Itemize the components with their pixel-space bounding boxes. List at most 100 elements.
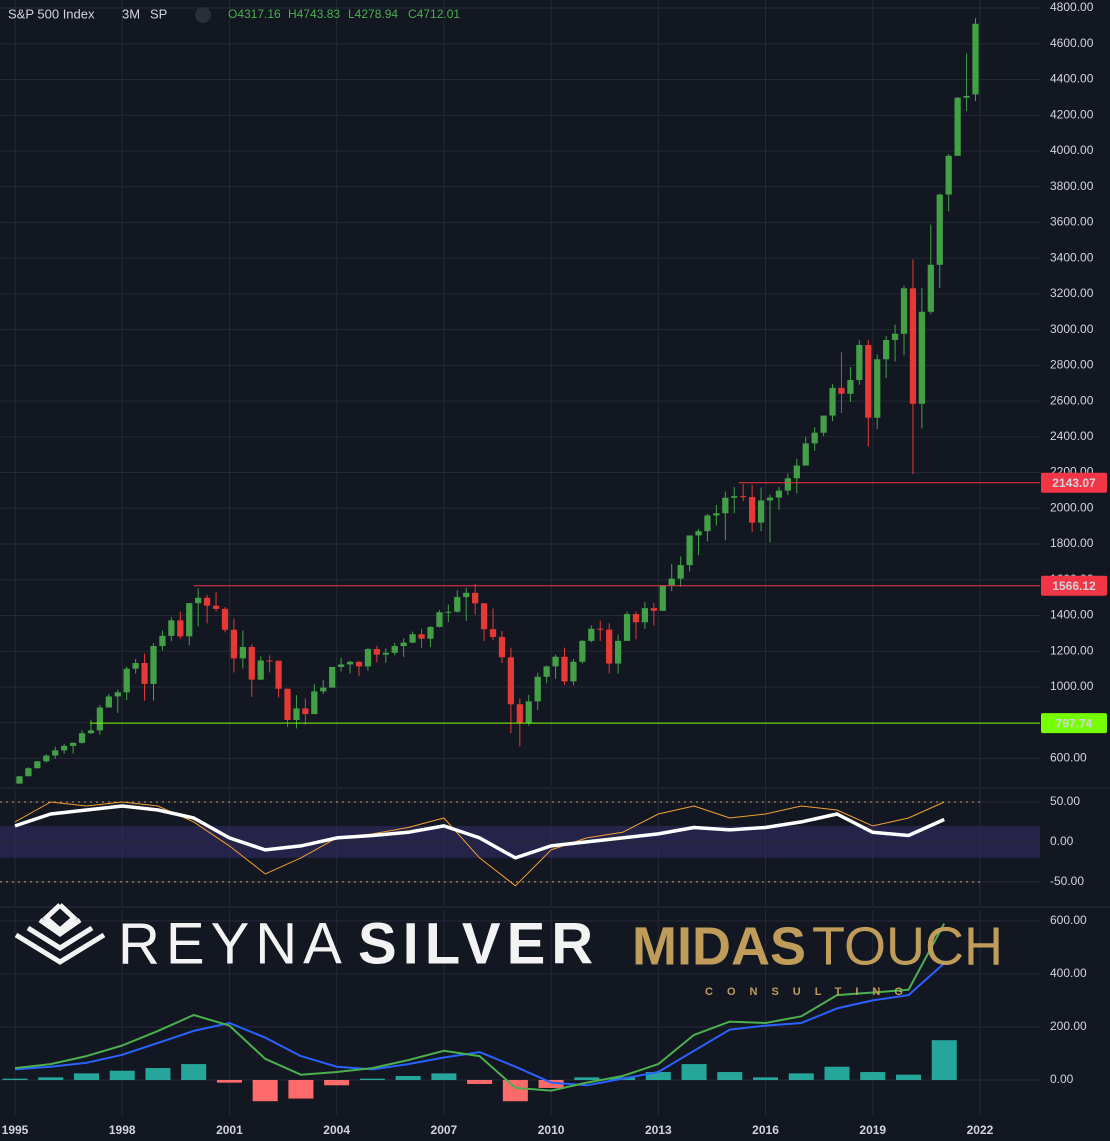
y-tick-label: 4000.00 xyxy=(1050,143,1094,157)
histogram-bar xyxy=(2,1078,28,1080)
y-tick-label: -50.00 xyxy=(1050,874,1084,888)
grid xyxy=(0,0,1040,1115)
logo-icon xyxy=(14,903,106,965)
y-tick-label: 4400.00 xyxy=(1050,72,1094,86)
marks xyxy=(2,18,1040,1102)
candle-body xyxy=(436,612,443,627)
candle-body xyxy=(364,649,372,667)
candle-body xyxy=(632,614,640,623)
candle-body xyxy=(355,661,363,667)
candle-body xyxy=(722,497,729,514)
candle-body xyxy=(507,657,515,705)
series-line xyxy=(14,962,945,1087)
candle-body xyxy=(61,745,68,751)
candle-body xyxy=(883,339,890,360)
candle-body xyxy=(266,660,273,662)
candle-body xyxy=(847,380,854,394)
y-tick-label: 200.00 xyxy=(1050,1019,1087,1033)
x-tick-label: 2013 xyxy=(645,1123,672,1137)
candle-body xyxy=(543,666,550,677)
candle-body xyxy=(695,531,702,536)
x-tick-label: 1998 xyxy=(109,1123,136,1137)
candle-body xyxy=(96,707,104,731)
histogram-bar xyxy=(431,1073,457,1080)
candle-body xyxy=(918,311,926,404)
brand-text: MIDAS xyxy=(632,916,806,976)
watermark: REYNA SILVER MIDAS TOUCH CONSULTING xyxy=(14,903,1003,998)
brand-text: CONSULTING xyxy=(705,986,917,998)
y-tick-label: 3400.00 xyxy=(1050,250,1094,264)
candle-body xyxy=(463,592,470,598)
candle-body xyxy=(614,640,622,664)
y-tick-label: 1400.00 xyxy=(1050,608,1094,622)
candle-body xyxy=(668,578,675,586)
histogram-bar xyxy=(931,1040,957,1080)
candle-body xyxy=(927,264,934,312)
y-tick-label: 4600.00 xyxy=(1050,36,1094,50)
candle-body xyxy=(239,646,246,659)
candle-body xyxy=(382,652,389,655)
histogram-bar xyxy=(359,1078,385,1080)
candle-body xyxy=(954,97,961,156)
candle-body xyxy=(418,634,425,639)
histogram-bar xyxy=(788,1073,814,1080)
symbol-title: S&P 500 Index xyxy=(8,6,95,21)
x-tick-label: 1995 xyxy=(2,1123,29,1137)
histogram-bar xyxy=(645,1072,671,1080)
candle-body xyxy=(34,761,41,769)
candle-body xyxy=(489,629,497,637)
candle-body xyxy=(177,620,184,637)
candle-body xyxy=(820,415,827,433)
candle-body xyxy=(561,656,568,682)
y-tick-label: 0.00 xyxy=(1050,834,1074,848)
candle-body xyxy=(168,620,175,636)
candle-body xyxy=(78,733,86,743)
y-tick-label: 400.00 xyxy=(1050,966,1087,980)
candle-body xyxy=(230,629,238,659)
level-label: 2143.07 xyxy=(1052,476,1096,490)
candle-body xyxy=(713,513,720,516)
candle-body xyxy=(686,535,693,566)
candle-body xyxy=(677,565,684,579)
y-tick-label: 3000.00 xyxy=(1050,322,1094,336)
candle-body xyxy=(597,628,604,630)
candle-body xyxy=(320,687,327,692)
candle-body xyxy=(793,465,800,479)
histogram-bar xyxy=(860,1072,886,1080)
y-tick-label: 0.00 xyxy=(1050,1072,1074,1086)
histogram-bar xyxy=(538,1079,564,1088)
y-tick-label: 3200.00 xyxy=(1050,286,1094,300)
candle-body xyxy=(838,387,845,394)
ohlc-high: H4743.83 xyxy=(288,7,340,21)
candle-body xyxy=(498,636,506,658)
candle-body xyxy=(293,708,300,721)
candle-body xyxy=(409,634,416,643)
candle-body xyxy=(43,755,50,762)
candle-body xyxy=(552,656,559,667)
histogram-bar xyxy=(502,1079,528,1102)
candle-body xyxy=(445,611,452,613)
candle-body xyxy=(346,661,354,665)
brand-text: REYNA xyxy=(118,911,348,976)
candle-body xyxy=(588,628,595,641)
candle-body xyxy=(195,597,202,604)
histogram-bar xyxy=(717,1072,743,1080)
candle-body xyxy=(731,496,738,498)
level-label-box xyxy=(1041,713,1107,734)
candle-body xyxy=(212,605,220,609)
x-tick-label: 2001 xyxy=(216,1123,243,1137)
status-dot[interactable] xyxy=(195,7,211,23)
candle-body xyxy=(391,646,398,653)
candle-body xyxy=(203,597,211,606)
candle-body xyxy=(579,640,586,662)
brand-text: TOUCH xyxy=(812,916,1003,976)
level-label-box xyxy=(1041,575,1107,596)
candle-body xyxy=(257,660,264,680)
candle-body xyxy=(606,629,613,664)
candle-body xyxy=(480,603,488,630)
candle-body xyxy=(516,704,523,724)
header: S&P 500 Index 3M SP O4317.16 H4743.83 L4… xyxy=(8,6,460,23)
ohlc-close: C4712.01 xyxy=(408,7,460,21)
